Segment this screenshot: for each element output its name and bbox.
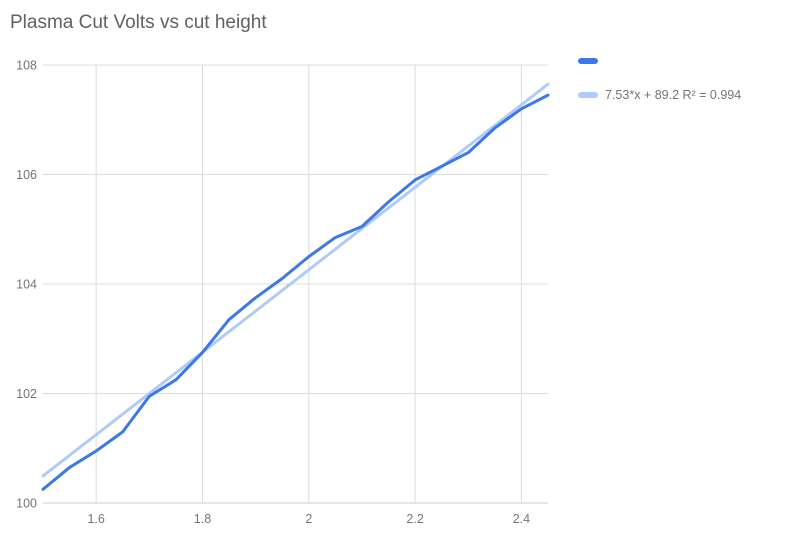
y-tick-label: 102 — [16, 387, 37, 401]
trendline-legend-swatch — [578, 92, 598, 98]
trendline — [41, 82, 550, 478]
y-tick-label: 106 — [16, 168, 37, 182]
x-tick-label: 1.8 — [194, 512, 211, 526]
legend-item-trendline: 7.53*x + 89.2 R² = 0.994 — [578, 88, 778, 102]
y-tick-label: 108 — [16, 59, 37, 73]
y-tick-label: 100 — [16, 497, 37, 511]
y-tick-label: 104 — [16, 278, 37, 292]
x-tick-label: 2.2 — [406, 512, 423, 526]
x-tick-label: 2 — [305, 512, 312, 526]
chart-title: Plasma Cut Volts vs cut height — [10, 12, 267, 33]
x-tick-label: 2.4 — [513, 512, 530, 526]
legend-item-series — [578, 58, 778, 64]
series-legend-swatch — [578, 58, 598, 64]
legend: 7.53*x + 89.2 R² = 0.994 — [578, 58, 778, 126]
series-line — [41, 93, 550, 491]
trendline-legend-label: 7.53*x + 89.2 R² = 0.994 — [605, 88, 742, 102]
x-tick-label: 1.6 — [87, 512, 104, 526]
